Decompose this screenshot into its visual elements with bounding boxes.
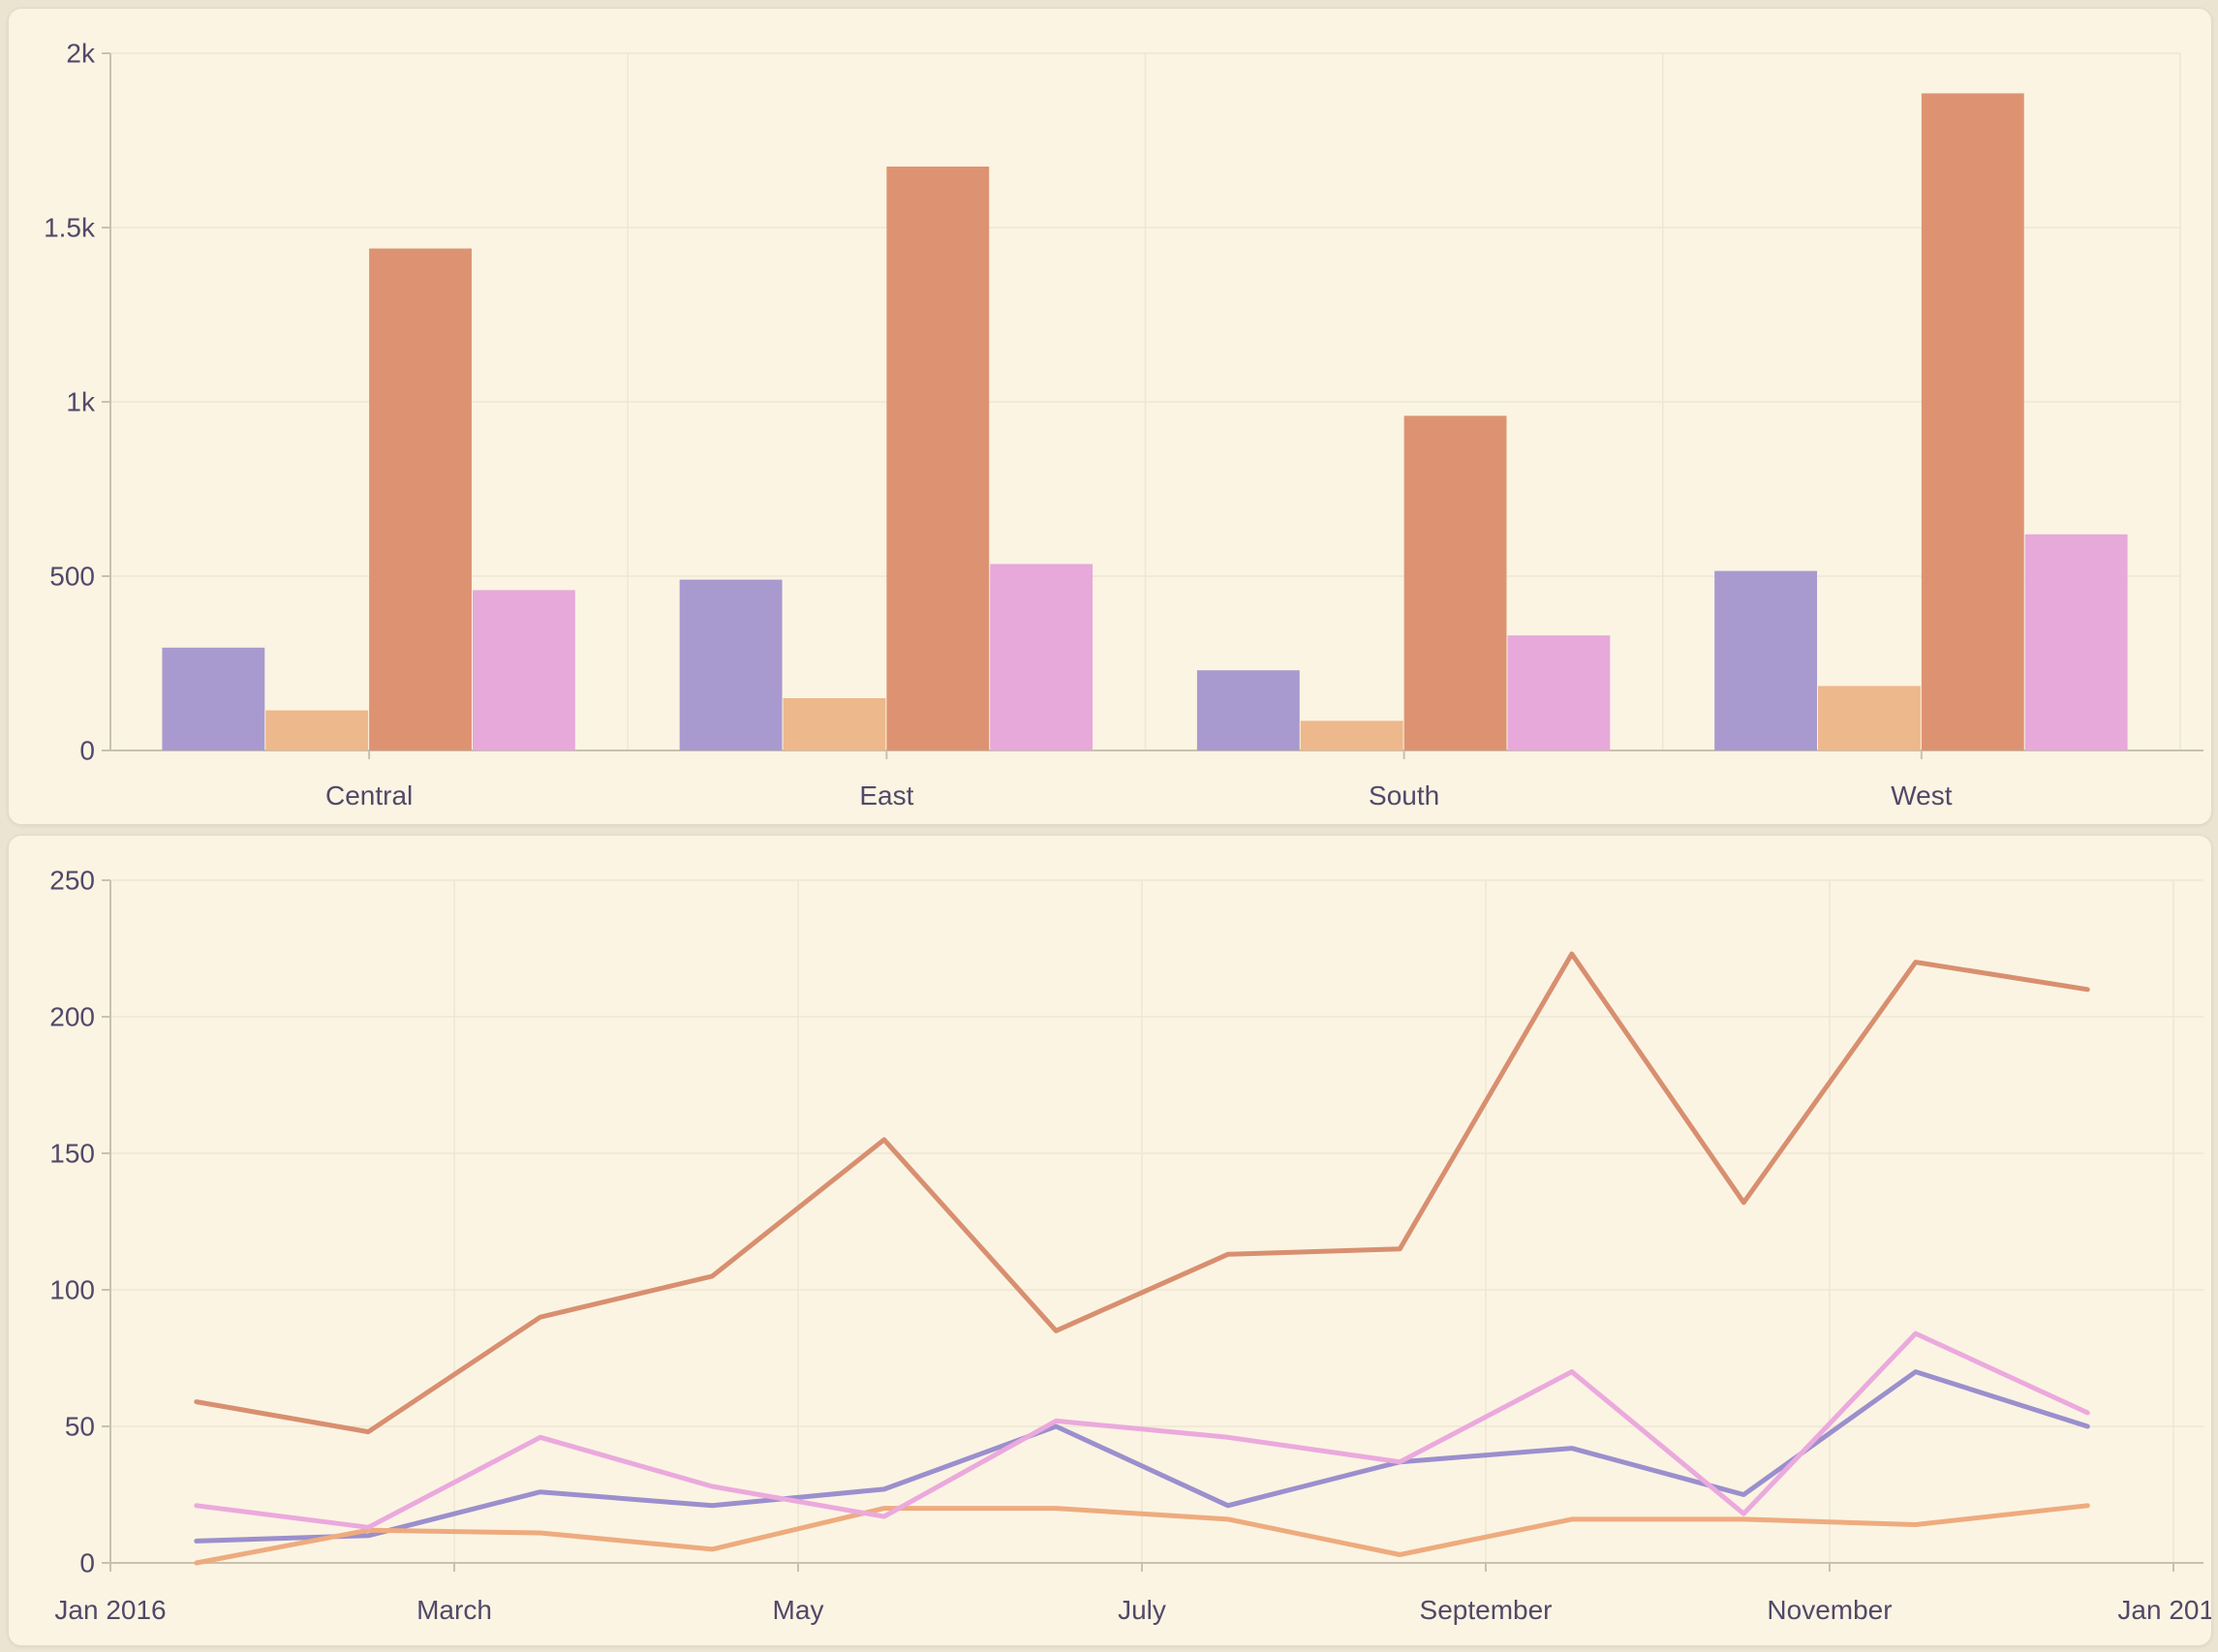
x-axis-label: South (1369, 780, 1439, 811)
y-axis-label: 100 (49, 1275, 95, 1305)
x-axis-label: March (416, 1595, 492, 1625)
bar-central-purple[interactable] (162, 647, 265, 750)
y-axis-label: 1k (66, 387, 96, 417)
x-axis-label: Jan 2017 (2117, 1595, 2211, 1625)
x-axis-label: East (859, 780, 913, 811)
y-axis-label: 50 (65, 1412, 95, 1442)
line-peach[interactable] (194, 1503, 2090, 1566)
x-axis-label: July (1118, 1595, 1166, 1625)
y-axis-label: 0 (79, 1548, 95, 1578)
x-axis-label: November (1767, 1595, 1892, 1625)
bar-west-terracotta[interactable] (1921, 93, 2024, 750)
bar-south-purple[interactable] (1196, 670, 1300, 750)
bar-chart-card: 0 500 1k 1.5k 2k Central East South West (8, 8, 2212, 825)
bar-central-terracotta[interactable] (369, 248, 472, 751)
line-chart-canvas[interactable]: 0 50 100 150 200 250 Jan 2016 March May July Septe… (9, 836, 2211, 1645)
bar-south-terracotta[interactable] (1403, 415, 1507, 750)
x-axis-label: West (1891, 780, 1952, 811)
bar-east-pink[interactable] (990, 564, 1094, 750)
y-axis-label: 150 (49, 1139, 95, 1169)
bar-east-peach[interactable] (783, 698, 886, 750)
x-axis-label: Jan 2016 (54, 1595, 166, 1625)
line-chart-card: 0 50 100 150 200 250 Jan 2016 March May July Septe… (8, 835, 2212, 1646)
x-axis-label: May (773, 1595, 824, 1625)
bar-west-pink[interactable] (2024, 534, 2128, 750)
y-axis-label: 250 (49, 866, 95, 896)
y-axis-label: 2k (66, 39, 96, 69)
bar-central-peach[interactable] (265, 710, 369, 750)
bar-east-terracotta[interactable] (886, 167, 990, 750)
bar-south-pink[interactable] (1507, 635, 1611, 750)
bar-west-peach[interactable] (1818, 686, 1921, 750)
bar-west-purple[interactable] (1714, 570, 1818, 750)
bar-south-peach[interactable] (1300, 720, 1403, 750)
line-terracotta[interactable] (194, 951, 2090, 1435)
y-axis-label: 0 (79, 736, 95, 766)
x-axis-label: Central (325, 780, 413, 811)
bar-central-pink[interactable] (472, 590, 575, 750)
x-axis-label: September (1420, 1595, 1553, 1625)
line-pink[interactable] (194, 1331, 2090, 1530)
y-axis-label: 200 (49, 1002, 95, 1032)
y-axis-label: 500 (49, 562, 95, 592)
bar-chart-canvas[interactable]: 0 500 1k 1.5k 2k Central East South West (9, 9, 2211, 824)
line-purple[interactable] (194, 1369, 2090, 1544)
bar-east-purple[interactable] (679, 579, 783, 750)
y-axis-label: 1.5k (44, 213, 96, 243)
